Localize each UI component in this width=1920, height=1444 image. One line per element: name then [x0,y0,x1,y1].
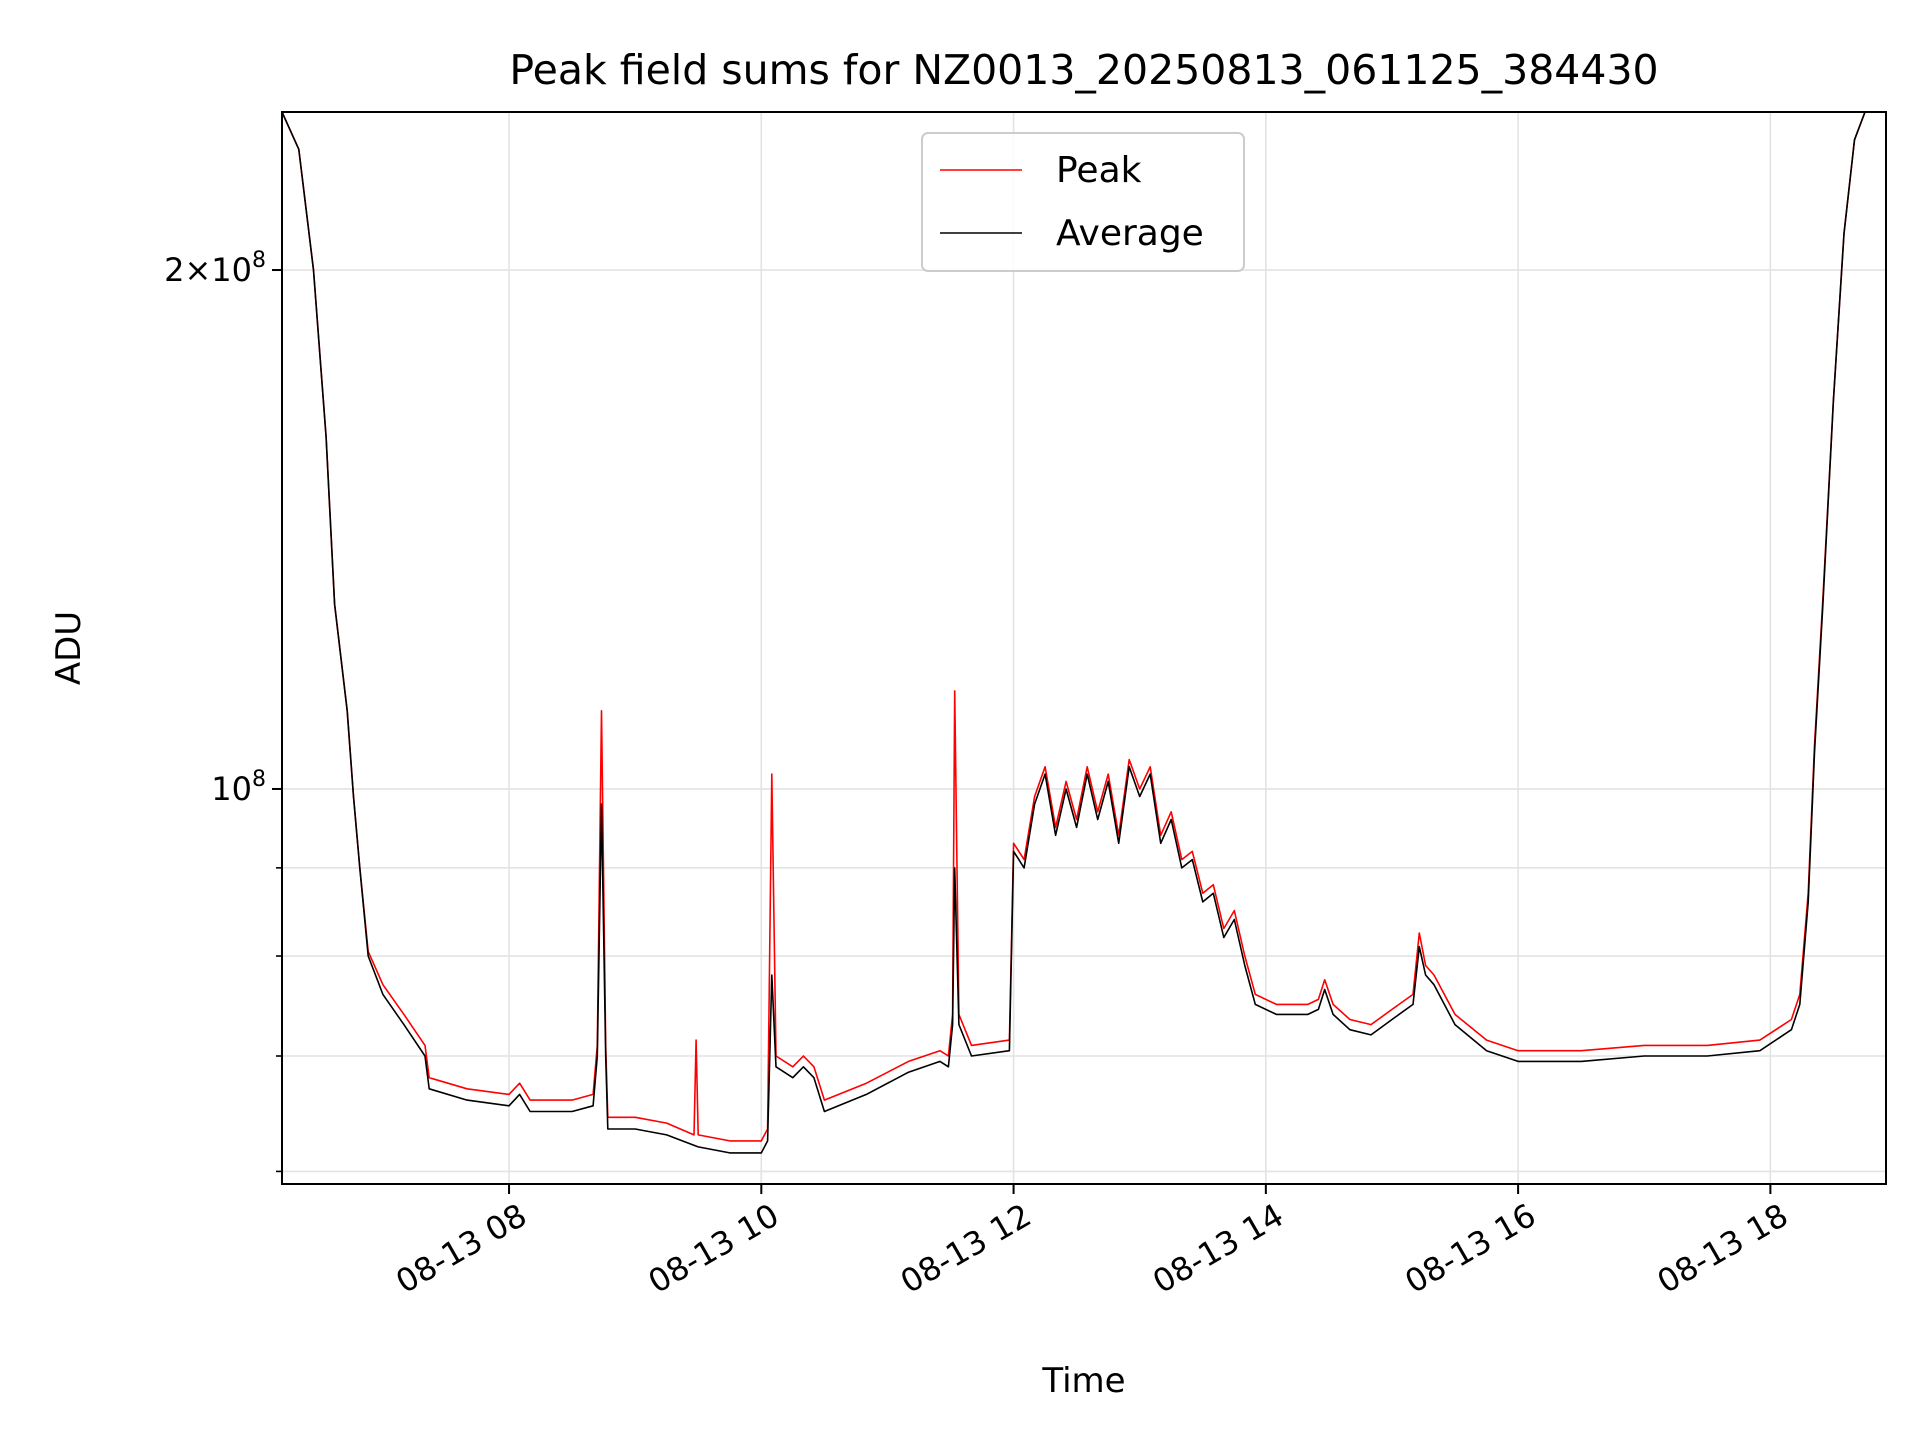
legend-label-peak: Peak [1056,150,1142,191]
x-axis-label: Time [1041,1361,1125,1401]
legend-label-average: Average [1056,213,1204,254]
y-tick-label: 108 [211,767,266,808]
y-axis-label: ADU [49,611,89,685]
series-lines [281,111,1866,1154]
y-tick-label: 2×108 [164,248,266,289]
series-line-peak [281,111,1866,1142]
legend-box [921,132,1245,272]
plot-frame [281,111,1887,1185]
chart-title: Peak field sums for NZ0013_20250813_0611… [509,46,1658,94]
legend: Peak Average [921,132,1245,272]
series-line-average [281,111,1866,1154]
